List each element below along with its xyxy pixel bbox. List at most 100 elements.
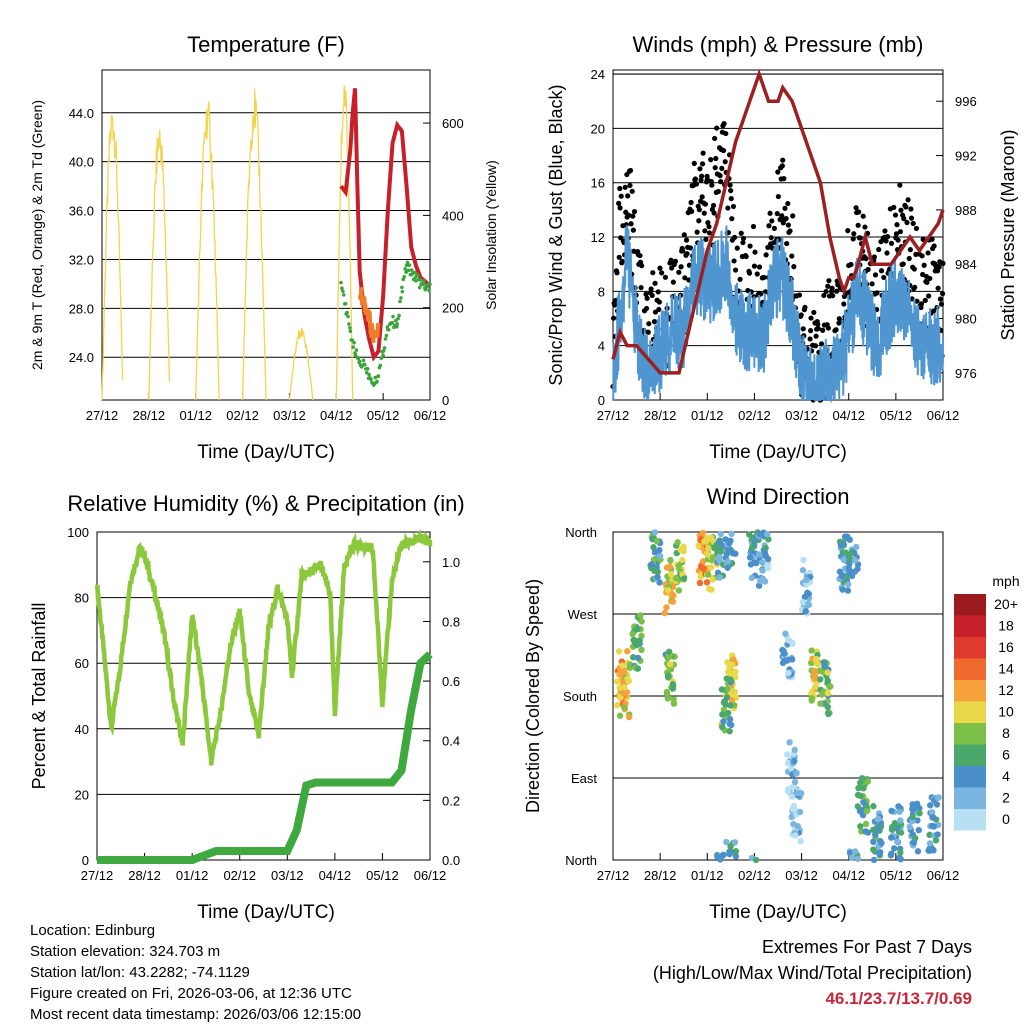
wind-direction-point <box>857 823 864 830</box>
wind-direction-point <box>870 826 877 834</box>
gust-point <box>869 281 875 287</box>
wind-direction-point <box>791 757 798 765</box>
colorbar-swatch <box>954 809 986 831</box>
y-right-tick-label: 996 <box>955 94 977 109</box>
dewpoint-point <box>397 313 401 318</box>
wind-direction-point <box>914 817 921 824</box>
gust-point <box>693 181 700 187</box>
wind-direction-point <box>870 847 878 854</box>
gust-point <box>645 329 651 335</box>
gust-point <box>913 225 920 232</box>
gust-point <box>775 193 781 200</box>
gust-point <box>644 295 650 301</box>
extremes-values: 46.1/23.7/13.7/0.69 <box>825 989 972 1008</box>
wind-direction-point <box>817 700 824 707</box>
wind-direction-point <box>732 853 740 860</box>
dewpoint-point <box>427 288 431 293</box>
y-tick-label: 80 <box>75 591 89 606</box>
wind-direction-point <box>667 557 674 564</box>
gust-point <box>924 279 930 286</box>
wind-direction-point <box>854 803 861 810</box>
colorbar-label: 20+ <box>994 596 1018 612</box>
dewpoint-point <box>381 353 385 358</box>
gust-point <box>627 167 634 174</box>
wind-direction-point <box>854 565 861 573</box>
wind-direction-point <box>675 562 683 569</box>
wind-direction-point <box>708 534 715 541</box>
wind-direction-point <box>896 808 903 815</box>
gust-point <box>938 301 945 307</box>
colorbar-swatch <box>954 680 986 702</box>
wind-direction-point <box>615 648 623 655</box>
gust-point <box>629 188 635 194</box>
wind-direction-point <box>759 567 766 574</box>
wind-direction-point <box>667 666 675 673</box>
gust-point <box>651 319 658 325</box>
gust-point <box>710 202 717 209</box>
gust-point <box>936 264 942 270</box>
colorbar-label: 6 <box>1002 747 1010 763</box>
gust-point <box>691 160 697 166</box>
wind-direction-point <box>617 694 624 701</box>
wind-direction-point <box>675 587 683 594</box>
wind-direction-point <box>858 806 866 814</box>
dewpoint-point <box>418 278 423 282</box>
gust-point <box>719 165 725 171</box>
gust-point <box>610 315 617 321</box>
gust-point <box>754 271 760 277</box>
wind-direction-point <box>699 529 707 537</box>
gust-point <box>622 184 628 190</box>
dewpoint-point <box>367 372 371 377</box>
wind-direction-point <box>728 697 735 704</box>
wind-direction-point <box>927 802 934 809</box>
gust-point <box>897 182 903 188</box>
wind-direction-point <box>746 554 754 561</box>
dewpoint-point <box>341 289 345 294</box>
direction-tick-label: South <box>563 689 597 704</box>
wind-direction-point <box>725 709 732 717</box>
wind-direction-point <box>626 664 633 671</box>
wind-direction-point <box>910 839 918 846</box>
gust-point <box>725 205 731 211</box>
wind-direction-point <box>718 723 726 731</box>
wind-direction-point <box>616 712 624 719</box>
dewpoint-point <box>363 363 367 367</box>
gust-point <box>940 260 946 266</box>
gust-point <box>884 234 891 240</box>
gust-point <box>775 169 781 175</box>
wind-direction-point <box>805 600 812 608</box>
gust-point <box>699 173 705 179</box>
wind-direction-point <box>926 840 934 847</box>
wind-direction-point <box>844 587 852 594</box>
gust-point <box>865 266 871 273</box>
dewpoint-point <box>361 358 366 363</box>
wind-direction-point <box>677 546 684 553</box>
wind-direction-point <box>803 576 810 584</box>
dewpoint-point <box>395 322 400 326</box>
gust-point <box>826 278 832 284</box>
wind-direction-point <box>839 572 847 579</box>
wind-direction-point <box>674 539 681 546</box>
gust-point <box>712 135 718 142</box>
wind-direction-point <box>695 542 702 550</box>
y-right-tick-label: 1.0 <box>442 555 460 570</box>
gust-point <box>638 284 644 291</box>
wind-direction-point <box>726 539 733 547</box>
dewpoint-point <box>390 321 395 325</box>
dewpoint-point <box>369 377 373 382</box>
gust-point <box>680 248 686 254</box>
solar-insolation-curve <box>241 88 267 401</box>
dewpoint-point <box>398 299 402 304</box>
wind-direction-point <box>784 786 792 793</box>
dewpoint-point <box>351 345 355 349</box>
gust-point <box>688 199 694 206</box>
wind-direction-point <box>723 838 730 846</box>
gust-point <box>662 274 669 280</box>
wind-direction-point <box>846 550 854 558</box>
dewpoint-point <box>391 314 395 319</box>
gust-point <box>669 265 675 271</box>
gust-point <box>746 270 753 276</box>
colorbar-swatch <box>954 658 986 680</box>
wind-direction-point <box>934 831 941 838</box>
x-tick-label: 03/12 <box>785 408 818 423</box>
